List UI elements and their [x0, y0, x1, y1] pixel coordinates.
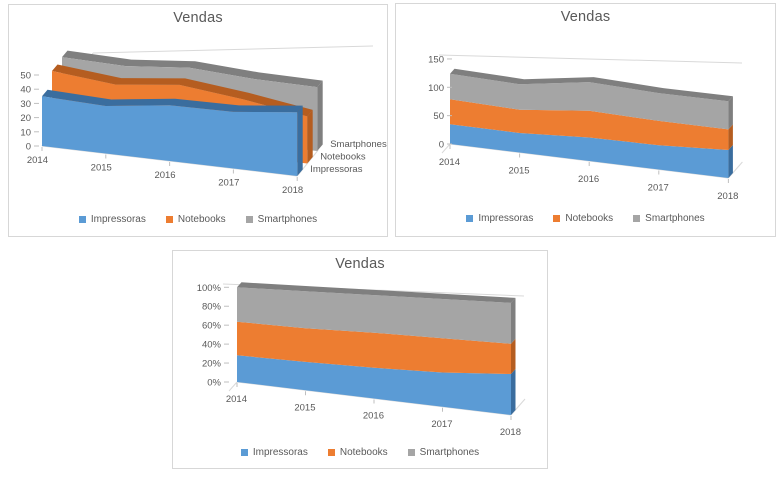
legend-percent-stacked-area3d: Impressoras Notebooks Smartphones [173, 447, 547, 458]
legend-label: Impressoras [90, 214, 146, 225]
y-axis-tick-label: 0% [207, 378, 221, 389]
legend-label: Impressoras [478, 213, 534, 224]
legend-item-impressoras[interactable]: Impressoras [78, 214, 146, 225]
legend-item-notebooks[interactable]: Notebooks [165, 214, 226, 225]
chart-title[interactable]: Vendas [560, 9, 611, 25]
x-axis-tick-label: 2016 [578, 174, 599, 185]
series-axis-label: Smartphones [330, 139, 387, 150]
series-smartphones[interactable] [237, 282, 516, 344]
series-axis-label: Notebooks [320, 152, 366, 163]
x-axis-tick-label: 2018 [500, 427, 521, 438]
chart-panel-area3d[interactable]: Vendas 0 10 20 30 40 50 2014 2015 2016 2017 2018 Im… [8, 4, 388, 237]
legend-area3d: Impressoras Notebooks Smartphones [9, 214, 387, 225]
y-axis-tick-label: 50 [433, 111, 444, 122]
series-impressoras[interactable] [237, 355, 516, 415]
legend-swatch [327, 449, 335, 456]
legend-label: Smartphones [645, 213, 705, 224]
legend-item-impressoras[interactable]: Impressoras [466, 213, 533, 224]
legend-label: Notebooks [565, 213, 614, 224]
y-axis-tick-label: 60% [202, 321, 222, 332]
legend-label: Impressoras [252, 447, 308, 458]
x-axis-tick-label: 2017 [431, 419, 452, 430]
y-axis-tick-label: 50 [20, 71, 31, 82]
y-axis-tick-label: 40% [202, 340, 222, 351]
legend-item-impressoras[interactable]: Impressoras [240, 447, 308, 458]
legend-stacked-area3d: Impressoras Notebooks Smartphones [396, 213, 775, 224]
y-axis-tick-label: 0 [26, 142, 31, 153]
x-axis-tick-label: 2015 [91, 163, 112, 174]
y-axis-tick-label: 150 [428, 54, 444, 65]
legend-item-smartphones[interactable]: Smartphones [245, 214, 318, 225]
legend-swatch [466, 215, 474, 222]
legend-swatch [633, 215, 641, 222]
legend-item-smartphones[interactable]: Smartphones [633, 213, 705, 224]
x-axis-tick-label: 2015 [294, 402, 315, 413]
legend-swatch [78, 216, 86, 223]
y-axis-tick-label: 30 [20, 99, 31, 110]
series-axis-label: Impressoras [310, 164, 363, 175]
x-axis-tick-label: 2017 [218, 178, 239, 189]
series-impressoras[interactable] [450, 124, 733, 178]
y-axis-tick-label: 20 [20, 113, 31, 124]
plot-area-3d-area[interactable]: 0 10 20 30 40 50 2014 2015 2016 2017 2018 Impressor… [9, 5, 387, 236]
legend-swatch [240, 449, 248, 456]
y-axis-tick-label: 0 [439, 140, 444, 151]
y-axis-tick-label: 80% [202, 302, 222, 313]
y-axis-tick-label: 100% [197, 283, 222, 294]
series-smartphones[interactable] [450, 68, 733, 130]
legend-swatch [407, 449, 415, 456]
x-axis-tick-label: 2016 [363, 411, 384, 422]
legend-swatch [553, 215, 561, 222]
legend-label: Notebooks [339, 447, 388, 458]
plot-area-stacked-area[interactable]: 0 50 100 150 2014 2015 2016 2017 2018 [396, 4, 775, 236]
series-notebooks[interactable] [450, 99, 733, 150]
legend-item-smartphones[interactable]: Smartphones [407, 447, 480, 458]
legend-item-notebooks[interactable]: Notebooks [553, 213, 613, 224]
y-axis-tick-label: 40 [20, 85, 31, 96]
legend-label: Notebooks [177, 214, 226, 225]
y-axis-tick-label: 100 [428, 83, 444, 94]
x-axis-tick-label: 2018 [717, 191, 738, 202]
legend-label: Smartphones [257, 214, 318, 225]
chart-panel-percent-stacked-area3d[interactable]: Vendas 0% 20% 40% 60% 80% 100% 2014 2015 2016 201… [172, 250, 548, 469]
legend-swatch [165, 216, 173, 223]
x-axis-tick-label: 2017 [648, 183, 669, 194]
legend-label: Smartphones [419, 447, 480, 458]
chart-panel-stacked-area3d[interactable]: Vendas 0 50 100 150 2014 2015 2016 2017 2018 Imp… [395, 3, 776, 237]
legend-swatch [245, 216, 253, 223]
y-axis-tick-label: 10 [20, 127, 31, 138]
y-axis-tick-label: 20% [202, 359, 222, 370]
x-axis-tick-label: 2014 [439, 157, 460, 168]
x-axis-tick-label: 2018 [282, 185, 303, 196]
legend-item-notebooks[interactable]: Notebooks [327, 447, 388, 458]
x-axis-tick-label: 2014 [27, 155, 48, 166]
series-impressoras[interactable] [42, 89, 303, 176]
x-axis-tick-label: 2014 [226, 394, 247, 405]
x-axis-tick-label: 2016 [154, 170, 175, 181]
series-notebooks[interactable] [237, 321, 516, 374]
x-axis-tick-label: 2015 [508, 166, 529, 177]
plot-area-percent-stacked-area[interactable]: 0% 20% 40% 60% 80% 100% 2014 2015 2016 2017 2018 [173, 251, 547, 468]
chart-title[interactable]: Vendas [335, 256, 385, 272]
chart-title[interactable]: Vendas [173, 10, 223, 26]
